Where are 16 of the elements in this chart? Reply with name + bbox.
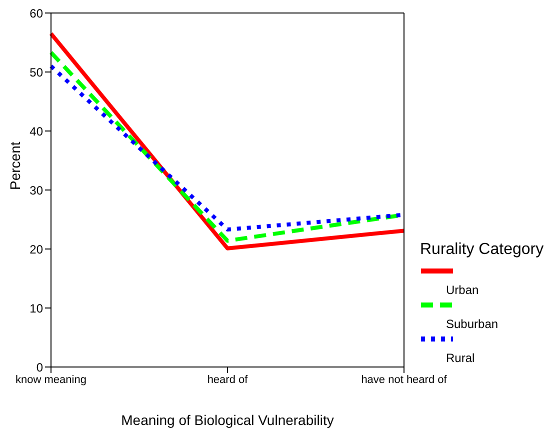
y-tick-label: 20	[30, 242, 44, 256]
legend-label: Rural	[446, 351, 476, 365]
y-tick-label: 50	[30, 65, 44, 80]
y-tick-label: 0	[36, 360, 44, 374]
y-tick-label: 10	[30, 301, 44, 316]
x-axis-title: Meaning of Biological Vulnerability	[121, 412, 334, 428]
y-tick-label: 40	[30, 124, 44, 138]
x-tick-label: heard of	[207, 374, 249, 386]
legend-label: Suburban	[446, 317, 500, 331]
y-tick-label: 60	[30, 6, 44, 20]
legend-label: Urban	[446, 283, 480, 297]
y-tick-label: 30	[30, 183, 44, 198]
legend-title: Rurality Category	[420, 241, 544, 259]
y-axis-title: Percent	[6, 142, 23, 190]
x-tick-label: know meaning	[16, 374, 86, 386]
x-tick-label: have not heard of	[361, 374, 448, 386]
